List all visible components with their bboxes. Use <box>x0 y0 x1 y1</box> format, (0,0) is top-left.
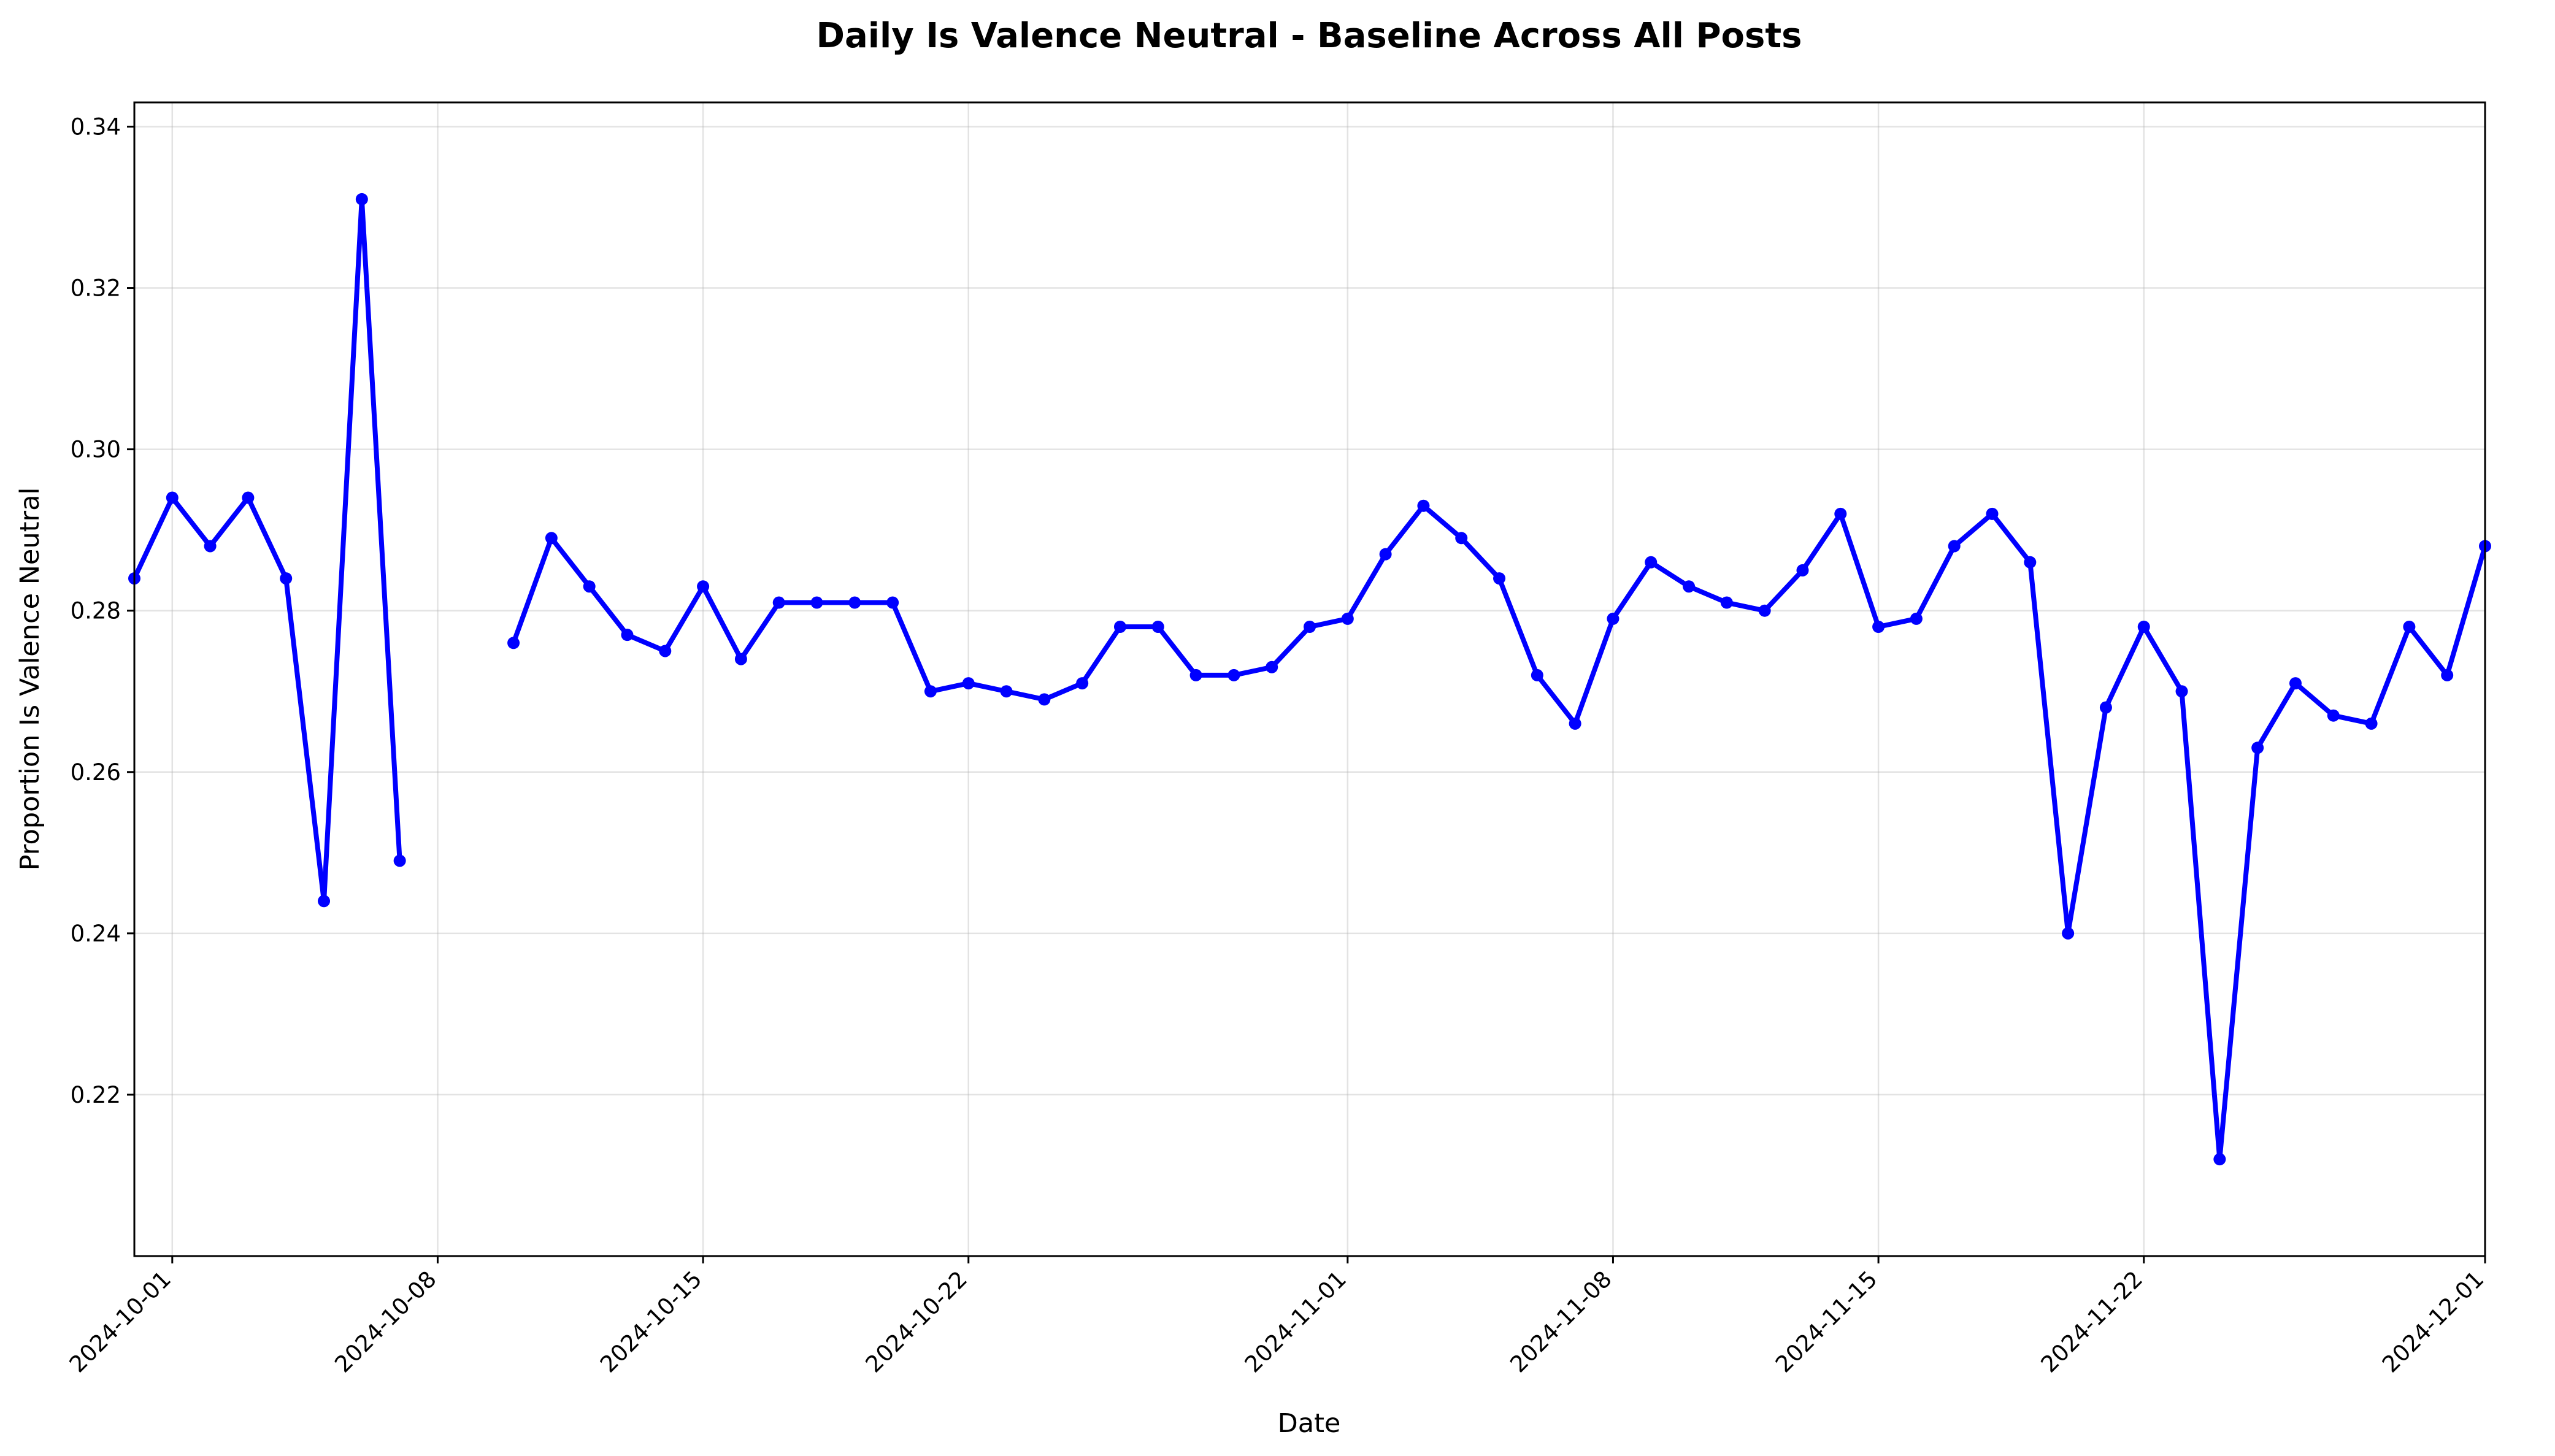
data-point <box>697 580 710 593</box>
data-point <box>2403 621 2416 633</box>
grid <box>134 102 2486 1256</box>
y-axis: 0.22 0.24 0.26 0.28 0.30 0.32 0.34 <box>71 113 134 1108</box>
data-point <box>2251 741 2264 754</box>
data-point <box>2441 669 2454 681</box>
data-point <box>962 677 975 690</box>
data-point <box>1531 669 1543 681</box>
data-point <box>848 596 861 609</box>
data-point <box>1189 669 1202 681</box>
y-tick-label: 0.32 <box>71 275 121 302</box>
data-point <box>318 895 331 908</box>
data-point <box>2327 709 2340 722</box>
data-point <box>1228 669 1240 681</box>
series-points <box>128 193 2491 1166</box>
data-point <box>924 685 937 698</box>
y-tick-label: 0.34 <box>71 113 121 140</box>
data-point <box>621 629 634 642</box>
data-point <box>734 653 747 665</box>
data-point <box>2365 717 2378 730</box>
data-point <box>1113 621 1126 633</box>
y-tick-label: 0.26 <box>71 759 121 786</box>
data-point <box>545 532 558 545</box>
data-point <box>1379 548 1392 561</box>
data-point <box>1341 612 1354 625</box>
chart-title: Daily Is Valence Neutral - Baseline Acro… <box>816 16 1802 56</box>
plot-area <box>133 101 2486 1257</box>
data-point <box>1304 621 1316 633</box>
data-point <box>242 491 255 504</box>
data-point <box>1872 621 1885 633</box>
data-point <box>1645 556 1658 569</box>
data-point <box>355 193 368 205</box>
data-point <box>2062 927 2075 940</box>
series-line-segment <box>132 196 402 904</box>
data-point <box>507 637 520 649</box>
data-point <box>166 491 179 504</box>
data-point <box>659 645 672 657</box>
y-tick-label: 0.28 <box>71 598 121 624</box>
data-point <box>810 596 823 609</box>
data-point <box>2099 701 2112 714</box>
data-point <box>1076 677 1089 690</box>
data-point <box>2213 1153 2226 1166</box>
data-point <box>393 854 406 867</box>
data-point <box>2289 677 2302 690</box>
data-point <box>204 540 217 553</box>
data-point <box>1569 717 1581 730</box>
data-point <box>2137 621 2150 633</box>
data-point <box>2024 556 2037 569</box>
data-point <box>1683 580 1696 593</box>
data-point <box>1151 621 1164 633</box>
y-tick-label: 0.30 <box>71 437 121 463</box>
data-point <box>1493 572 1506 585</box>
data-point <box>1948 540 1961 553</box>
y-tick-label: 0.22 <box>71 1082 121 1108</box>
data-point <box>280 572 293 585</box>
y-tick-label: 0.24 <box>71 921 121 947</box>
data-point <box>1266 661 1278 673</box>
data-point <box>1038 693 1051 706</box>
data-point <box>1986 507 1999 520</box>
data-point <box>886 596 899 609</box>
data-point <box>1607 612 1619 625</box>
data-point <box>1417 499 1430 512</box>
data-point <box>772 596 785 609</box>
data-point <box>1455 532 1468 545</box>
data-point <box>1834 507 1847 520</box>
data-point <box>583 580 596 593</box>
x-axis-label: Date <box>1278 1408 1341 1439</box>
data-point <box>1758 604 1771 617</box>
data-point <box>1000 685 1013 698</box>
data-point <box>1910 612 1923 625</box>
data-point <box>1796 564 1809 577</box>
y-axis-label: Proportion Is Valence Neutral <box>15 488 45 871</box>
data-point <box>1720 596 1733 609</box>
data-point <box>2175 685 2188 698</box>
